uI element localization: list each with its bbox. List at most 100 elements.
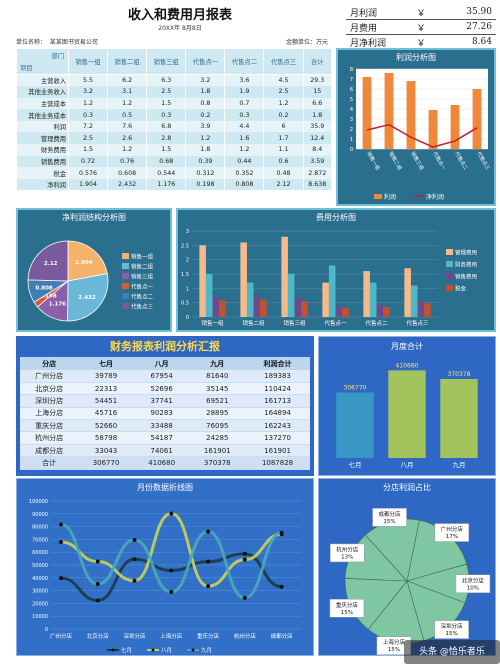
legend-marker — [111, 648, 115, 652]
chart-title: 利润分析图 — [396, 53, 436, 62]
cell: 0.576 — [68, 167, 109, 179]
chart-title: 月度合计 — [391, 342, 423, 351]
cell: 2.5 — [146, 86, 187, 98]
unit-name: 单位名称： 某某图书贸易公司 — [16, 39, 98, 46]
cell: 0.312 — [185, 167, 226, 179]
tick-label: 1 — [350, 137, 353, 143]
cell: 0.3 — [146, 109, 187, 121]
label-text: 杭州分店 — [336, 545, 359, 553]
cell: 162243 — [245, 419, 310, 433]
col-header: 八月 — [133, 357, 190, 370]
row-label: 利润 — [16, 120, 69, 133]
bar — [440, 378, 478, 458]
legend-label: 管理费用 — [455, 249, 477, 257]
bar — [260, 299, 267, 317]
tick-label: 2 — [350, 127, 353, 133]
cell: 81640 — [189, 370, 246, 383]
label-box — [330, 543, 365, 563]
profit-chart-panel: 利润分析图 0 1 2 3 4 5 6 7 8 销售一组 销售二组 销售三组 代售点一 代售点二 代售点三利… — [336, 48, 496, 206]
cell: 12.4 — [303, 132, 333, 145]
legend-label: 销售一组 — [131, 253, 154, 261]
cell: 北京分店 — [20, 382, 79, 396]
legend-swatch — [122, 273, 129, 279]
tick-label: 重庆分店 — [197, 632, 220, 640]
cell: 1.2 — [263, 97, 304, 110]
tick-label: 上海分店 — [160, 632, 183, 640]
tick-label: 销售一组 — [365, 151, 381, 172]
bar — [322, 282, 329, 317]
cell: 1.8 — [185, 86, 226, 98]
tick-label: 8 — [350, 67, 353, 73]
cell: 67954 — [133, 370, 190, 383]
tick-label: 1 — [186, 286, 189, 292]
cell: 0.48 — [263, 167, 304, 179]
cell: 58798 — [78, 431, 134, 445]
cell: 重庆分店 — [20, 419, 79, 433]
row-label: 主营收入 — [16, 74, 69, 87]
legend-swatch — [122, 253, 129, 259]
summary-title: 财务报表利润分析汇报 — [110, 340, 220, 353]
chart-title: 月份数据折线图 — [137, 483, 193, 492]
tick-label: 70000 — [32, 537, 48, 543]
cell: 上海分店 — [20, 407, 79, 421]
row-label: 其他业务收入 — [16, 86, 69, 98]
label-text: 15% — [341, 610, 353, 616]
data-point — [95, 582, 100, 587]
tick-label: 1.5 — [181, 272, 189, 278]
cell: 3.2 — [68, 86, 109, 98]
kpi-monthly-expense: 月费用 ￥ 27.26 — [346, 20, 496, 35]
series-line — [366, 123, 478, 148]
cell: 0.808 — [224, 178, 265, 191]
cell: 7.2 — [68, 120, 109, 133]
legend-swatch — [122, 293, 129, 299]
cell: 3.2 — [185, 74, 226, 87]
data-label: 2.432 — [78, 295, 96, 301]
cell: 52660 — [78, 419, 134, 433]
data-label: 0.808 — [35, 285, 53, 291]
label-text: 重庆分店 — [336, 601, 359, 609]
bar — [335, 305, 343, 317]
cell: 0.352 — [224, 167, 265, 179]
tick-label: 0 — [350, 147, 353, 153]
cell: 1.2 — [107, 144, 148, 156]
cell: 161901 — [245, 444, 310, 458]
cell: 0.76 — [107, 155, 148, 168]
tick-label: 0 — [186, 315, 189, 321]
cell: 1.2 — [107, 97, 148, 110]
tick-label: 销售二组 — [242, 319, 265, 327]
cell: 37741 — [133, 394, 190, 408]
col-header: 七月 — [78, 357, 134, 370]
cell: 306770 — [78, 456, 134, 470]
cell: 74061 — [133, 444, 190, 458]
tick-label: 0.5 — [181, 301, 189, 307]
tick-label: 八月 — [401, 461, 414, 469]
cell: 28895 — [189, 407, 246, 421]
bar — [406, 81, 416, 149]
col-header: 合计 — [302, 48, 333, 75]
legend-swatch — [374, 194, 382, 199]
tick-label: 40000 — [32, 576, 48, 582]
cell: 杭州分店 — [20, 431, 79, 445]
cell: 3.1 — [107, 86, 148, 98]
cell: 2.432 — [107, 178, 148, 191]
bar — [417, 299, 425, 317]
tick-label: 代售点二 — [453, 151, 469, 172]
cell: 1.5 — [146, 97, 187, 110]
legend-marker — [191, 648, 195, 652]
col-header: 销售二组 — [107, 48, 148, 75]
cell: 110424 — [245, 382, 310, 396]
tick-label: 九月 — [453, 460, 466, 469]
bar — [410, 285, 418, 317]
bar — [240, 242, 247, 317]
bar — [383, 306, 390, 317]
row-label: 其他业务成本 — [16, 109, 69, 121]
tick-label: 90000 — [32, 512, 48, 518]
label-box — [434, 620, 469, 639]
bar — [281, 236, 288, 317]
bar — [301, 301, 308, 317]
row-label: 税金 — [16, 167, 69, 179]
bar — [246, 282, 254, 317]
tick-label: 广州分店 — [50, 632, 73, 640]
